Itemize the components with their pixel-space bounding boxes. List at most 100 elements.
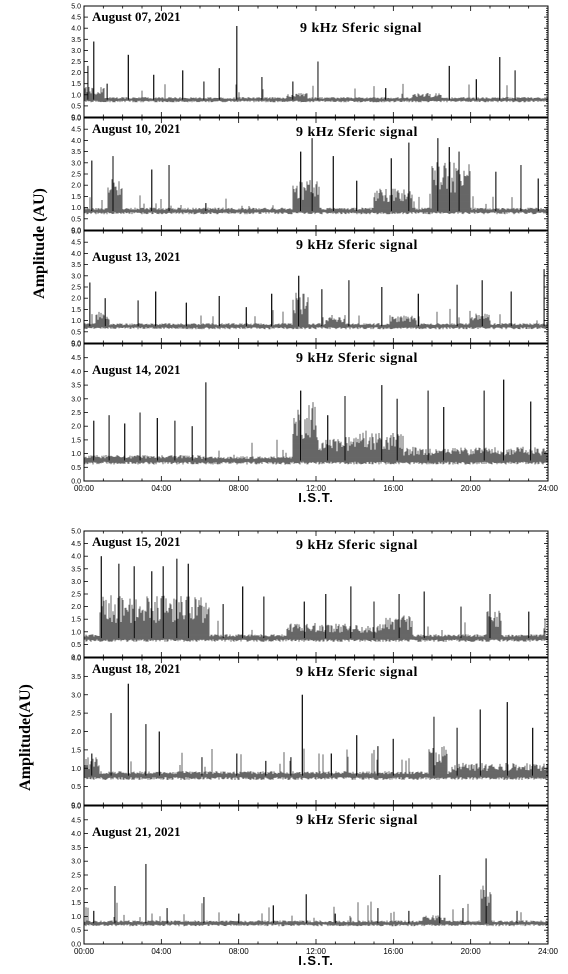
y-tick-label: 5.0: [71, 116, 81, 123]
x-tick-label: 12:00: [306, 947, 327, 956]
x-tick-label: 20:00: [461, 484, 482, 493]
panel-title: 9 kHz Sferic signal: [296, 238, 418, 253]
y-tick-label: 0.5: [71, 928, 81, 935]
x-tick-label: 24:00: [538, 484, 559, 493]
x-tick-label: 08:00: [229, 947, 250, 956]
y-tick-label: 0.0: [71, 341, 81, 348]
y-tick-label: 2.0: [71, 886, 81, 893]
y-tick-label: 2.0: [71, 424, 81, 431]
y-tick-label: 3.5: [71, 566, 81, 573]
y-tick-label: 1.5: [71, 81, 81, 88]
y-tick-label: 0.0: [71, 228, 81, 235]
y-tick-label: 1.5: [71, 307, 81, 314]
y-tick-label: 3.5: [71, 674, 81, 681]
signal-trace: [83, 379, 549, 465]
x-tick-label: 12:00: [306, 484, 327, 493]
y-tick-label: 1.0: [71, 205, 81, 212]
y-tick-label: 4.5: [71, 15, 81, 22]
y-tick-label: 4.0: [71, 656, 81, 663]
date-label: August 15, 2021: [92, 534, 181, 549]
y-tick-label: 5.0: [71, 529, 81, 536]
x-tick-label: 20:00: [461, 947, 482, 956]
y-tick-label: 1.0: [71, 766, 81, 773]
y-tick-label: 2.5: [71, 285, 81, 292]
y-tick-label: 0.0: [71, 803, 81, 810]
y-tick-label: 4.0: [71, 138, 81, 145]
x-axis-label: I.S.T.: [298, 953, 334, 968]
y-axis-label: Amplitude(AU): [17, 684, 34, 791]
y-tick-label: 0.5: [71, 329, 81, 336]
y-tick-label: 0.5: [71, 784, 81, 791]
panel-aug-15: 0.0 0.5 1.0 1.5 2.0 2.5 3.0 3.5 4.0 4.5 5.0 August …: [71, 529, 549, 662]
panel-aug-21: 0.0 0.5 1.0 1.5 2.0 2.5 3.0 3.5 4.0 4.5 5.0 00:00 04…: [71, 804, 558, 957]
y-tick-label: 1.5: [71, 194, 81, 201]
y-tick-label: 0.5: [71, 642, 81, 649]
y-tick-label: 2.5: [71, 592, 81, 599]
y-tick-label: 1.0: [71, 914, 81, 921]
panel-title: 9 kHz Sferic signal: [296, 538, 418, 553]
y-tick-label: 4.5: [71, 127, 81, 134]
y-tick-label: 4.0: [71, 831, 81, 838]
y-tick-label: 2.0: [71, 183, 81, 190]
panel-title: 9 kHz Sferic signal: [296, 665, 418, 680]
y-tick-label: 0.5: [71, 465, 81, 472]
panel-aug-13: 0.0 0.5 1.0 1.5 2.0 2.5 3.0 3.5 4.0 4.5 5.0 August …: [71, 229, 549, 348]
y-tick-label: 2.0: [71, 296, 81, 303]
y-tick-label: 4.0: [71, 251, 81, 258]
y-tick-label: 0.0: [71, 115, 81, 122]
panel-title: 9 kHz Sferic signal: [296, 125, 418, 140]
y-tick-label: 3.0: [71, 396, 81, 403]
y-tick-label: 1.5: [71, 900, 81, 907]
y-tick-label: 1.0: [71, 318, 81, 325]
y-tick-label: 3.5: [71, 845, 81, 852]
y-tick-label: 5.0: [71, 342, 81, 349]
y-tick-label: 1.5: [71, 437, 81, 444]
y-tick-label: 1.0: [71, 629, 81, 636]
date-label: August 21, 2021: [92, 824, 181, 839]
signal-trace: [83, 556, 549, 642]
y-tick-label: 4.5: [71, 541, 81, 548]
y-tick-label: 3.0: [71, 160, 81, 167]
y-tick-label: 3.5: [71, 149, 81, 156]
panel-frame: [83, 657, 549, 806]
y-tick-label: 0.0: [71, 655, 81, 662]
panel-aug-14: 0.0 0.5 1.0 1.5 2.0 2.5 3.0 3.5 4.0 4.5 5.0 00:00 04…: [71, 342, 558, 494]
date-label: August 13, 2021: [92, 249, 181, 264]
y-tick-label: 3.0: [71, 48, 81, 55]
x-axis-label: I.S.T.: [298, 490, 334, 505]
y-tick-label: 5.0: [71, 4, 81, 11]
y-tick-label: 0.5: [71, 216, 81, 223]
y-tick-label: 3.5: [71, 37, 81, 44]
x-tick-label: 24:00: [538, 947, 559, 956]
group-top: Amplitude (AU) I.S.T.: [31, 188, 334, 505]
y-tick-label: 2.5: [71, 410, 81, 417]
date-label: August 18, 2021: [92, 661, 181, 676]
y-tick-label: 3.0: [71, 273, 81, 280]
x-tick-label: 04:00: [151, 947, 172, 956]
y-tick-label: 1.5: [71, 747, 81, 754]
y-tick-label: 0.5: [71, 103, 81, 110]
panel-title: 9 kHz Sferic signal: [300, 21, 422, 36]
x-tick-label: 16:00: [383, 947, 404, 956]
date-label: August 07, 2021: [92, 9, 181, 24]
y-tick-label: 4.5: [71, 240, 81, 247]
date-label: August 14, 2021: [92, 362, 181, 377]
y-tick-label: 4.0: [71, 26, 81, 33]
signal-trace: [83, 858, 549, 927]
x-tick-label: 00:00: [74, 947, 95, 956]
y-tick-label: 2.0: [71, 70, 81, 77]
signal-trace: [83, 269, 549, 330]
panel-title: 9 kHz Sferic signal: [296, 813, 418, 828]
signal-trace: [83, 683, 549, 780]
y-tick-label: 1.0: [71, 92, 81, 99]
y-tick-label: 3.5: [71, 383, 81, 390]
y-tick-label: 5.0: [71, 229, 81, 236]
y-tick-label: 0.0: [71, 942, 81, 949]
panel-aug-07: 0.0 0.5 1.0 1.5 2.0 2.5 3.0 3.5 4.0 4.5 5.0 August …: [71, 4, 549, 122]
y-tick-label: 4.5: [71, 355, 81, 362]
y-tick-label: 2.0: [71, 604, 81, 611]
y-tick-label: 3.5: [71, 262, 81, 269]
y-tick-label: 3.0: [71, 859, 81, 866]
y-tick-label: 4.5: [71, 817, 81, 824]
